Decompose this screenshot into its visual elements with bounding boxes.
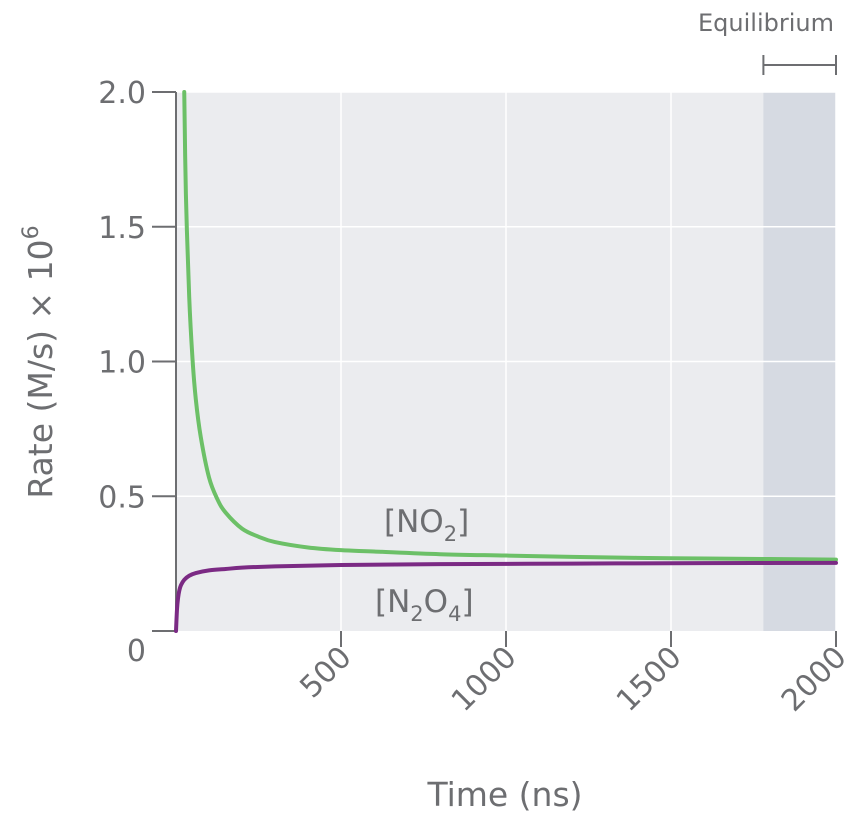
y-axis-title-exp: 6 [19,225,44,239]
series-label-no2: [NO2] [384,504,469,546]
n2o4-label-sub: 2 [410,602,423,626]
series-label-n2o4: [N2O4] [375,584,474,626]
equilibrium-label: Equilibrium [698,9,834,37]
y-tick-label-1: 0.5 [98,480,146,515]
y-axis-title-main: Rate (M/s) × 10 [21,239,60,498]
y-tick-label-2: 1.0 [98,346,146,381]
equilibrium-bracket [762,55,837,75]
no2-label-main: [NO [384,504,444,540]
n2o4-label-mid: O [424,584,448,620]
y-tick-label-3: 1.5 [98,211,146,246]
y-ticks: 0 0.5 1.0 1.5 2.0 [98,76,176,669]
y-tick-label-4: 2.0 [98,76,146,111]
grid-lines [176,91,837,631]
x-ticks: 500 1000 1500 2000 [293,631,853,719]
x-tick-label-2: 1500 [610,640,689,719]
x-tick-label-0: 500 [293,640,358,705]
x-tick-label-1: 1000 [445,640,524,719]
n2o4-label-end: ] [461,584,473,620]
series-line-1 [174,560,838,633]
y-axis-title: Rate (M/s) × 106 [19,225,60,498]
y-tick-label-0: 0 [127,634,146,669]
no2-label-end: ] [457,504,469,540]
x-axis-title: Time (ns) [426,775,582,814]
n2o4-label-sub2: 4 [448,602,461,626]
n2o4-label-main: [N [375,584,410,620]
series-line-0 [182,90,838,562]
no2-label-sub: 2 [444,522,457,546]
x-tick-label-3: 2000 [775,640,853,719]
series-lines [174,90,838,633]
